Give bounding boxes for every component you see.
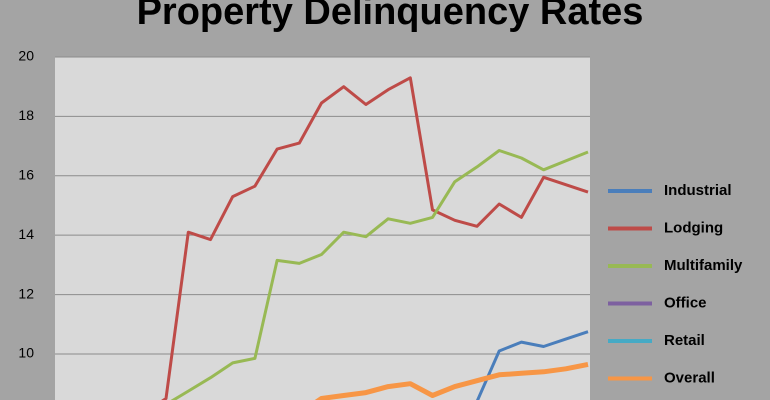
legend-label: Overall xyxy=(664,369,715,386)
series-line xyxy=(476,330,589,400)
legend-label: Multifamily xyxy=(664,257,743,274)
legend-label: Retail xyxy=(664,332,705,349)
y-tick-label: 12 xyxy=(18,285,34,301)
y-tick-label: 10 xyxy=(18,345,34,361)
plot-area xyxy=(55,57,590,400)
y-tick-label: 16 xyxy=(18,166,34,182)
series-line xyxy=(314,361,589,400)
series-line xyxy=(170,149,589,400)
y-tick-label: 20 xyxy=(18,48,34,64)
y-tick-label: 18 xyxy=(18,107,34,123)
chart-title: Property Delinquency Rates xyxy=(137,0,644,33)
legend-label: Lodging xyxy=(664,219,723,236)
legend-label: Industrial xyxy=(664,182,732,199)
y-tick-label: 14 xyxy=(18,226,34,242)
legend-label: Office xyxy=(664,294,707,311)
series-line xyxy=(161,76,589,400)
